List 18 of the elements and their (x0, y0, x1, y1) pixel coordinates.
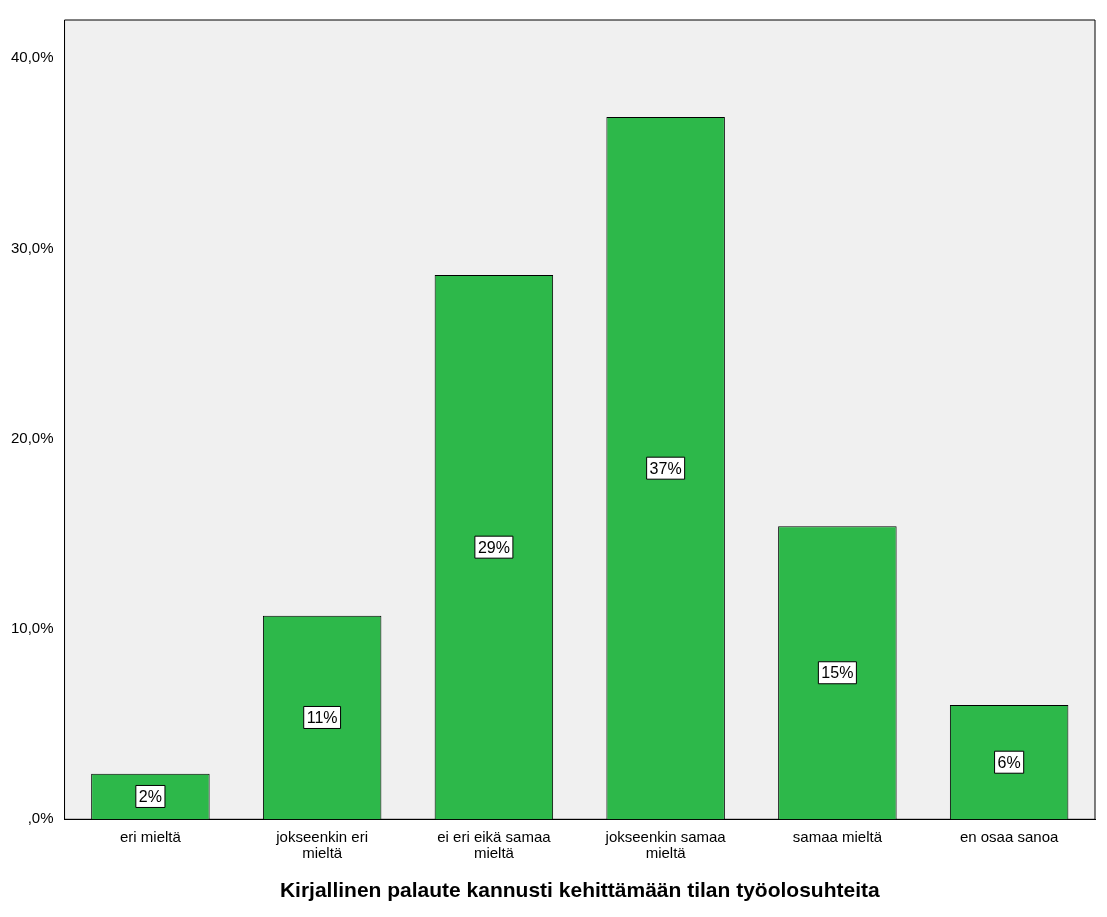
x-tick-label: jokseenkin eri mieltä (275, 828, 369, 862)
x-tick-label: jokseenkin samaa mieltä (604, 828, 727, 862)
data-label: 2% (138, 787, 162, 805)
y-tick-label: 40,0% (10, 48, 54, 66)
x-tick-label: ei eri eikä samaa mieltä (437, 828, 552, 862)
data-label: 15% (821, 664, 854, 682)
x-tick-label: en osaa sanoa (959, 828, 1059, 846)
x-tick-label: samaa mieltä (792, 828, 883, 846)
y-tick-label: 30,0% (10, 238, 54, 256)
x-axis-title: Kirjallinen palaute kannusti kehittämään tilan työolosuhteita (279, 878, 880, 902)
data-label: 6% (997, 753, 1021, 771)
y-tick-label: 10,0% (10, 619, 54, 637)
data-label: 37% (649, 459, 682, 477)
y-tick-label: 20,0% (10, 428, 54, 446)
y-tick-label: ,0% (27, 809, 54, 827)
data-label: 11% (306, 708, 338, 726)
data-label: 29% (477, 538, 510, 556)
x-tick-label: eri mieltä (119, 828, 182, 846)
